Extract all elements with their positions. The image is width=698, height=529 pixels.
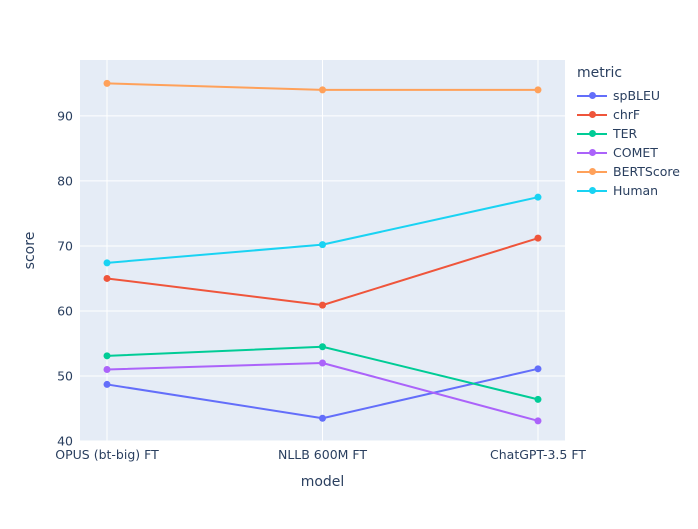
data-point-TER[interactable] xyxy=(103,352,111,360)
data-point-chrF[interactable] xyxy=(319,301,326,309)
data-point-spBLEU[interactable] xyxy=(319,414,326,422)
data-point-BERTScore[interactable] xyxy=(534,86,542,94)
data-point-COMET[interactable] xyxy=(103,365,111,373)
legend-item-TER[interactable]: TER xyxy=(577,124,680,143)
data-point-Human[interactable] xyxy=(534,193,542,201)
legend-items: spBLEU chrF TER COMET BERTScore Human xyxy=(577,86,680,200)
legend-item-BERTScore[interactable]: BERTScore xyxy=(577,162,680,181)
legend-line-marker-icon xyxy=(577,91,607,100)
data-point-TER[interactable] xyxy=(319,343,326,351)
x-axis-title: model xyxy=(301,474,345,490)
data-point-chrF[interactable] xyxy=(534,234,542,242)
legend-line-marker-icon xyxy=(577,148,607,157)
data-point-chrF[interactable] xyxy=(103,274,111,282)
data-point-Human[interactable] xyxy=(319,241,326,249)
data-point-Human[interactable] xyxy=(103,259,111,267)
data-point-COMET[interactable] xyxy=(534,417,542,425)
legend-line-marker-icon xyxy=(577,129,607,138)
y-tick-label: 60 xyxy=(57,303,73,318)
y-tick-label: 90 xyxy=(57,108,73,123)
data-point-COMET[interactable] xyxy=(319,359,326,367)
legend-item-label: chrF xyxy=(613,107,641,122)
legend-item-spBLEU[interactable]: spBLEU xyxy=(577,86,680,105)
legend-title: metric xyxy=(577,65,623,81)
legend-item-label: BERTScore xyxy=(613,164,680,179)
y-axis-title: score xyxy=(22,232,38,270)
y-tick-label: 70 xyxy=(57,238,73,253)
legend-line-marker-icon xyxy=(577,110,607,119)
legend-item-label: COMET xyxy=(613,145,658,160)
data-point-BERTScore[interactable] xyxy=(103,79,111,87)
legend-item-COMET[interactable]: COMET xyxy=(577,143,680,162)
data-point-spBLEU[interactable] xyxy=(103,380,111,388)
data-point-TER[interactable] xyxy=(534,395,542,403)
x-tick-label: NLLB 600M FT xyxy=(278,447,367,462)
legend-item-label: Human xyxy=(613,183,659,198)
legend-item-label: TER xyxy=(613,126,638,141)
legend-item-Human[interactable]: Human xyxy=(577,181,680,200)
legend-line-marker-icon xyxy=(577,167,607,176)
legend: metric spBLEU chrF TER COMET BERTScore Human xyxy=(577,64,680,200)
data-point-BERTScore[interactable] xyxy=(319,86,326,94)
y-tick-label: 50 xyxy=(57,368,73,383)
legend-item-chrF[interactable]: chrF xyxy=(577,105,680,124)
legend-item-label: spBLEU xyxy=(613,88,661,103)
x-tick-label: OPUS (bt-big) FT xyxy=(55,447,159,462)
x-tick-label: ChatGPT-3.5 FT xyxy=(490,447,586,462)
data-point-spBLEU[interactable] xyxy=(534,365,542,373)
legend-line-marker-icon xyxy=(577,186,607,195)
y-tick-label: 40 xyxy=(57,434,73,449)
y-tick-label: 80 xyxy=(57,173,73,188)
